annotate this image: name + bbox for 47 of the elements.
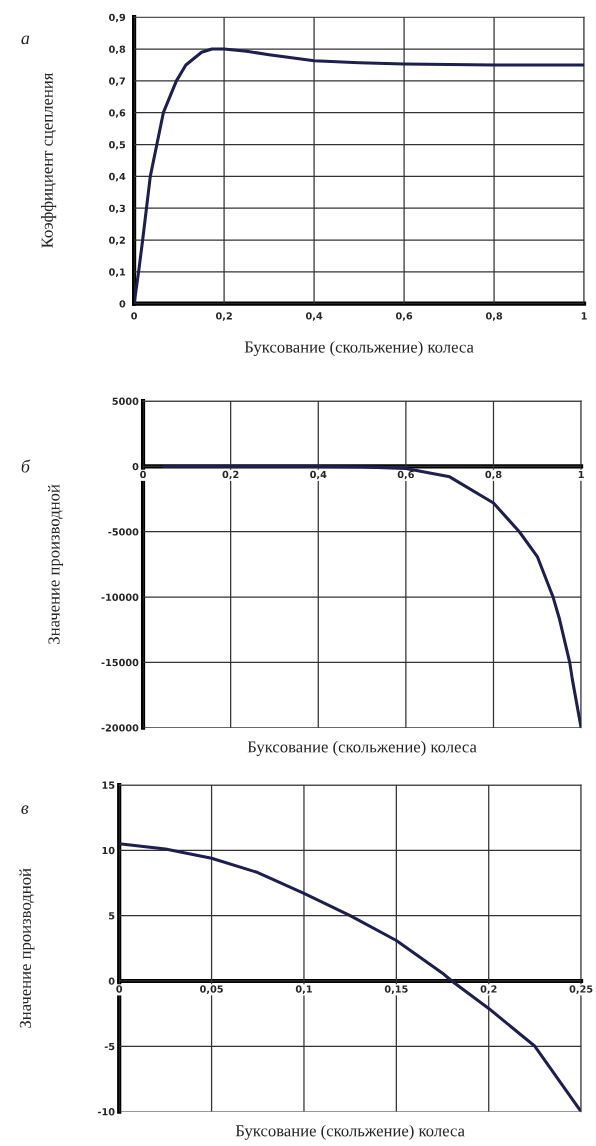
y-tick-label: 0 (132, 462, 139, 471)
x-tick-label: 0,6 (397, 470, 414, 480)
x-tick-label: 0,4 (305, 312, 323, 321)
x-tick-label: 0,8 (485, 312, 503, 321)
y-tick-label: 0,8 (109, 45, 126, 55)
y-tick-label: -20000 (101, 724, 139, 732)
y-tick-label: 5000 (112, 397, 139, 405)
y-axis-title: Коэффициент сцепления (41, 72, 57, 248)
y-tick-label: 15 (102, 781, 115, 789)
y-tick-label: -10000 (101, 593, 139, 601)
y-tick-label: 0,1 (109, 268, 126, 277)
y-tick-label: -15000 (101, 658, 139, 667)
y-tick-label: -10 (98, 1108, 115, 1116)
x-tick-label: 1 (581, 312, 587, 320)
x-tick-label: 0 (140, 470, 146, 479)
y-tick-label: 0,6 (109, 109, 126, 118)
x-tick-label: 0,2 (480, 985, 497, 994)
x-tick-label: 0,2 (222, 470, 239, 480)
x-tick-label: 0,05 (200, 985, 223, 994)
y-axis-title: Значение производной (19, 868, 35, 1028)
text: б (21, 459, 31, 473)
x-tick-label: 0,25 (569, 985, 593, 994)
x-axis-title: Буксование (скольжение) колеса (244, 340, 474, 357)
y-tick-label: 0,4 (109, 172, 126, 182)
text: а (21, 35, 30, 45)
x-tick-label: 0,15 (384, 985, 408, 994)
x-tick-label: 0,4 (310, 470, 327, 480)
x-tick-label: 0,6 (395, 312, 413, 321)
y-tick-label: 0 (119, 300, 126, 308)
y-tick-label: 0,9 (109, 13, 126, 23)
y-tick-label: 0,2 (109, 236, 125, 246)
y-tick-label: -5000 (108, 528, 139, 536)
y-axis-title: Значение производной (48, 484, 63, 644)
x-axis-title: Буксование (скольжение) колеса (235, 1124, 465, 1140)
x-tick-label: 0,2 (215, 312, 232, 321)
text: в (21, 805, 29, 815)
y-tick-label: 10 (102, 846, 115, 855)
x-axis-title: Буксование (скольжение) колеса (247, 740, 477, 756)
y-tick-label: 5 (109, 912, 115, 920)
y-tick-label: 0,7 (109, 77, 125, 86)
y-tick-label: 0,5 (109, 141, 126, 150)
y-tick-label: 0,3 (109, 204, 125, 214)
y-tick-label: 0 (108, 977, 115, 985)
x-tick-label: 0,1 (295, 985, 312, 994)
x-tick-label: 1 (578, 470, 584, 478)
x-tick-label: 0,8 (485, 470, 502, 480)
y-tick-label: -5 (104, 1042, 115, 1051)
